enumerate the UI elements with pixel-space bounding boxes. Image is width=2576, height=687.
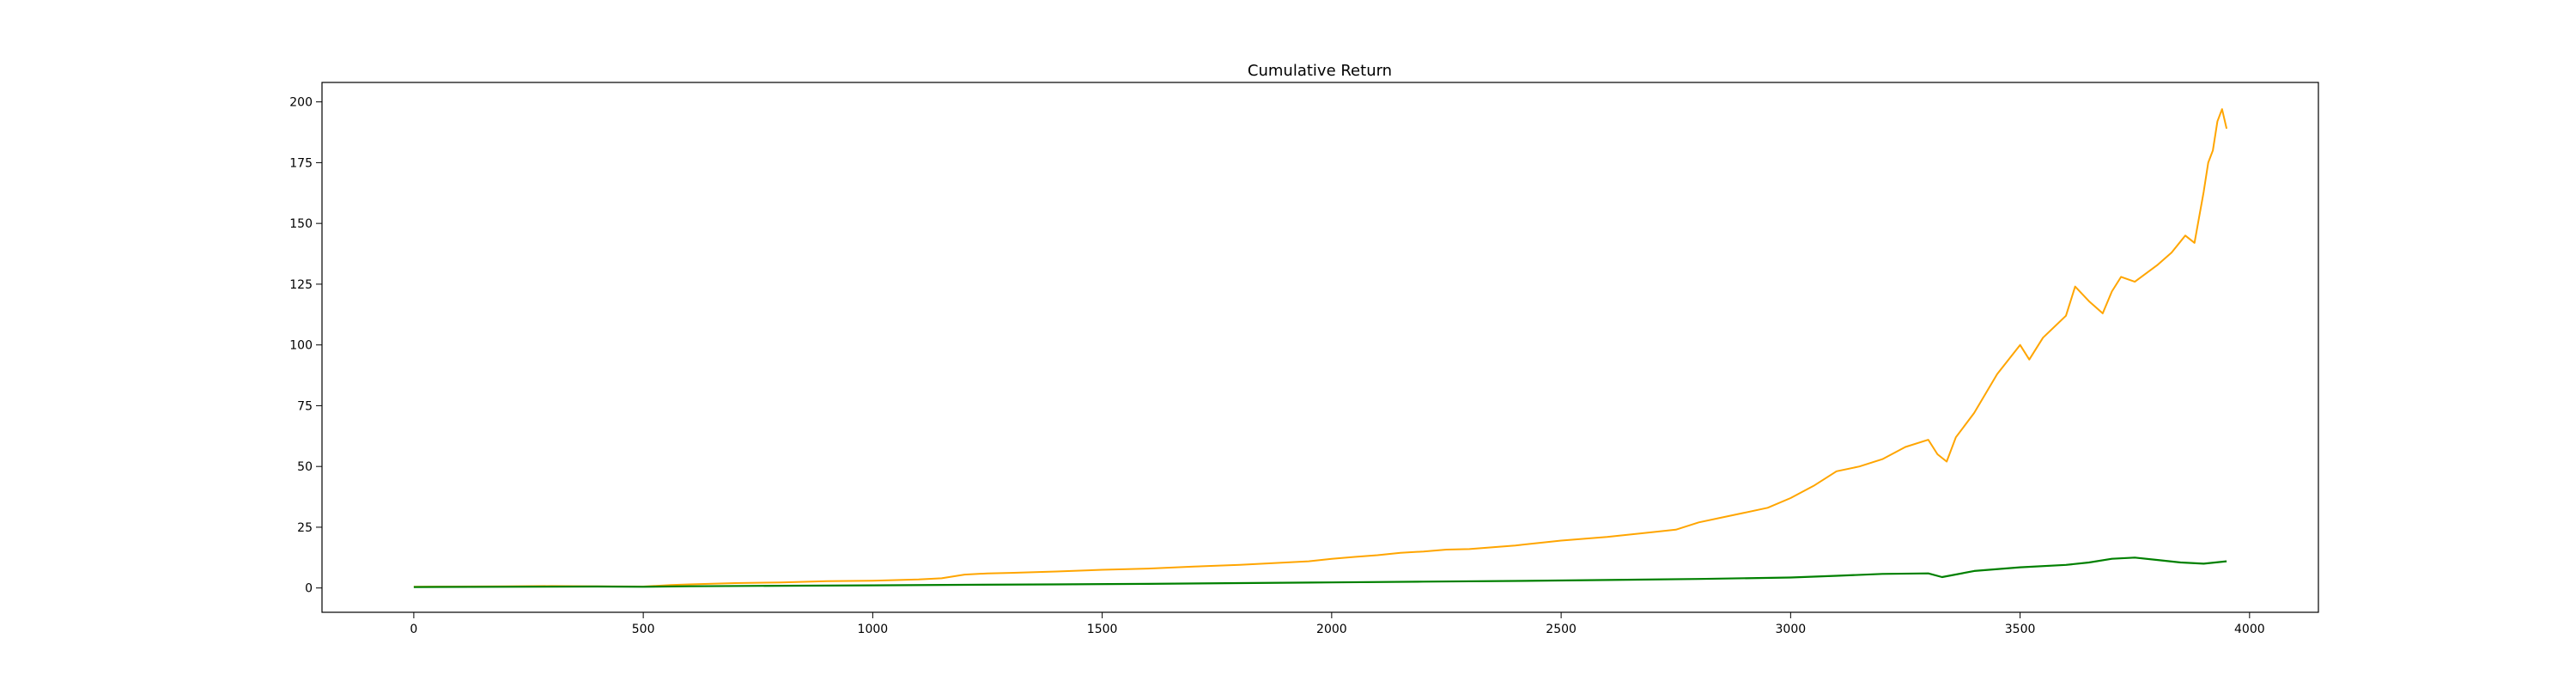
y-axis: 0 25 50 75 100 125 150 175 200 xyxy=(289,96,322,596)
y-tick-label: 200 xyxy=(289,96,313,110)
y-tick-label: 25 xyxy=(297,521,313,535)
y-tick-label: 175 xyxy=(289,156,313,170)
series-line-0 xyxy=(413,108,2228,588)
x-tick-label: 500 xyxy=(632,623,655,636)
x-tick-label: 1000 xyxy=(858,623,889,636)
plot-area xyxy=(321,82,2319,613)
y-tick-label: 75 xyxy=(297,399,313,413)
series-line-1 xyxy=(413,556,2227,588)
x-tick-label: 3000 xyxy=(1776,623,1807,636)
y-tick-label: 100 xyxy=(289,339,313,353)
y-tick-label: 150 xyxy=(289,217,313,231)
x-tick-label: 2000 xyxy=(1316,623,1347,636)
x-tick-label: 2500 xyxy=(1546,623,1577,636)
series-layer xyxy=(413,108,2228,588)
y-tick-label: 50 xyxy=(297,460,313,474)
x-tick-label: 3500 xyxy=(2005,623,2036,636)
x-tick-label: 0 xyxy=(410,623,417,636)
x-axis: 0 500 1000 1500 2000 2500 3000 3500 4000 xyxy=(410,612,2265,636)
x-tick-label: 1500 xyxy=(1087,623,1118,636)
y-tick-label: 125 xyxy=(289,278,313,292)
x-tick-label: 4000 xyxy=(2234,623,2265,636)
chart-title: Cumulative Return xyxy=(1248,62,1392,80)
y-tick-label: 0 xyxy=(305,582,313,596)
